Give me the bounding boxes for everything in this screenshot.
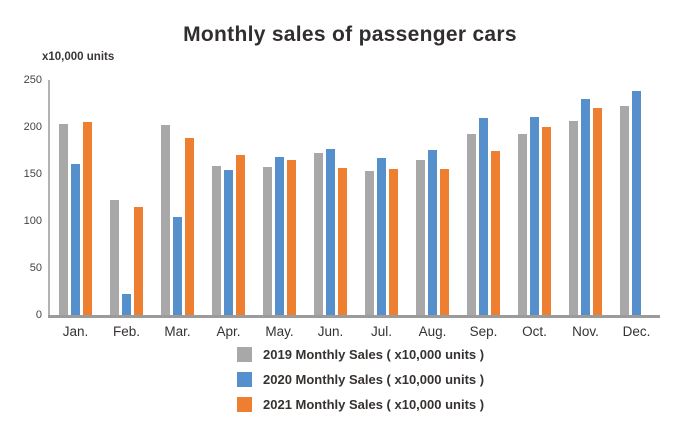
bar-2019-apr	[212, 166, 221, 315]
x-axis-label-apr: Apr.	[216, 324, 241, 339]
y-tick-label-50: 50	[29, 262, 42, 274]
bar-2019-jul	[365, 171, 374, 315]
bar-2021-jul	[389, 169, 398, 315]
bar-2019-dec	[620, 106, 629, 315]
y-tick-label-200: 200	[23, 121, 42, 133]
bar-group-aug: Aug.	[407, 80, 458, 339]
legend-item-2021: 2021 Monthly Sales ( x10,000 units )	[237, 397, 484, 412]
legend-label-2020: 2020 Monthly Sales ( x10,000 units )	[263, 372, 485, 387]
bar-2021-oct	[542, 127, 551, 315]
bar-2019-jun	[314, 153, 323, 315]
bar-group-dec: Dec.	[611, 80, 662, 339]
bar-group-mar: Mar.	[152, 80, 203, 339]
bar-2020-jan	[71, 163, 80, 315]
bar-2020-apr	[224, 170, 233, 315]
legend-item-2019: 2019 Monthly Sales ( x10,000 units )	[237, 347, 484, 362]
bar-2020-dec	[632, 91, 641, 315]
x-axis-label-sep: Sep.	[469, 324, 498, 339]
chart-area: 0 50 100 150 200 250 Jan. Feb. Mar. Apr. May. Jun.…	[0, 74, 700, 339]
bar-group-jul: Jul.	[356, 80, 407, 339]
bar-2019-jan	[59, 124, 68, 315]
bar-2021-aug	[440, 169, 449, 315]
x-axis-label-aug: Aug.	[418, 324, 447, 339]
bar-group-nov: Nov.	[560, 80, 611, 339]
bar-2019-may	[263, 167, 272, 315]
x-axis-label-mar: Mar.	[164, 324, 191, 339]
x-axis-line	[48, 315, 660, 318]
bar-group-jan: Jan.	[50, 80, 101, 339]
bar-2020-jun	[326, 148, 335, 315]
x-axis-label-feb: Feb.	[112, 324, 140, 339]
bar-2019-feb	[110, 200, 119, 315]
legend-label-2019: 2019 Monthly Sales ( x10,000 units )	[263, 347, 485, 362]
bar-group-feb: Feb.	[101, 80, 152, 339]
bar-2019-oct	[518, 133, 527, 315]
y-tick-label-0: 0	[35, 309, 42, 321]
chart-title: Monthly sales of passenger cars	[183, 23, 517, 46]
bar-2020-nov	[581, 98, 590, 315]
bar-2021-may	[287, 159, 296, 315]
bar-2019-sep	[467, 133, 476, 315]
x-axis-label-may: May.	[265, 324, 294, 339]
bar-2020-feb	[122, 294, 131, 315]
bar-group-apr: Apr.	[203, 80, 254, 339]
x-axis-label-oct: Oct.	[522, 324, 547, 339]
bar-group-oct: Oct.	[509, 80, 560, 339]
bar-group-may: May.	[254, 80, 305, 339]
y-axis-labels: 0 50 100 150 200 250	[4, 74, 42, 321]
x-axis-label-nov: Nov.	[572, 324, 599, 339]
bar-2021-apr	[236, 155, 245, 315]
bar-2020-oct	[530, 116, 539, 315]
y-axis-units-label: x10,000 units	[42, 51, 115, 63]
x-axis-label-jun: Jun.	[317, 324, 344, 339]
bar-2020-aug	[428, 149, 437, 315]
bar-2021-mar	[185, 138, 194, 315]
bar-2020-may	[275, 157, 284, 315]
y-tick-label-150: 150	[23, 168, 42, 180]
y-tick-label-100: 100	[23, 215, 42, 227]
legend-swatch-2019	[237, 347, 252, 362]
plot-area: Jan. Feb. Mar. Apr. May. Jun. Jul. Aug. Sep. Oct.…	[48, 80, 662, 339]
bar-group-jun: Jun.	[305, 80, 356, 339]
bar-2019-mar	[161, 125, 170, 315]
bar-2020-mar	[173, 217, 182, 315]
legend: 2019 Monthly Sales ( x10,000 units ) 202…	[237, 347, 484, 422]
x-axis-label-jul: Jul.	[370, 324, 392, 339]
legend-swatch-2021	[237, 397, 252, 412]
bar-2020-sep	[479, 117, 488, 315]
legend-swatch-2020	[237, 372, 252, 387]
bar-2021-nov	[593, 108, 602, 315]
legend-item-2020: 2020 Monthly Sales ( x10,000 units )	[237, 372, 484, 387]
bar-2020-jul	[377, 158, 386, 315]
bar-2021-feb	[134, 206, 143, 315]
bar-group-sep: Sep.	[458, 80, 509, 339]
bar-2019-nov	[569, 121, 578, 315]
legend-label-2021: 2021 Monthly Sales ( x10,000 units )	[263, 397, 485, 412]
bar-2019-aug	[416, 159, 425, 315]
bar-2021-sep	[491, 150, 500, 315]
y-tick-label-250: 250	[23, 74, 42, 86]
x-axis-label-dec: Dec.	[622, 324, 651, 339]
bar-2021-jun	[338, 168, 347, 315]
bar-2021-jan	[83, 122, 92, 315]
x-axis-label-jan: Jan.	[62, 324, 89, 339]
